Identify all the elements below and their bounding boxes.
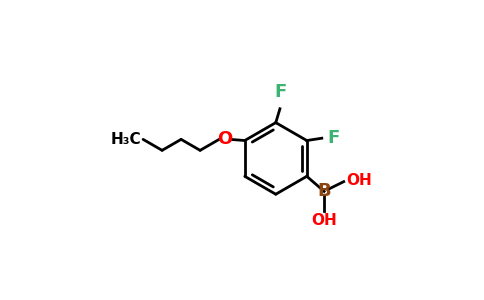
Text: O: O [217, 130, 233, 148]
Text: OH: OH [346, 173, 372, 188]
Text: F: F [274, 83, 287, 101]
Text: F: F [328, 129, 340, 147]
Text: H₃C: H₃C [111, 132, 141, 147]
Text: B: B [318, 182, 331, 200]
Text: OH: OH [311, 213, 337, 228]
